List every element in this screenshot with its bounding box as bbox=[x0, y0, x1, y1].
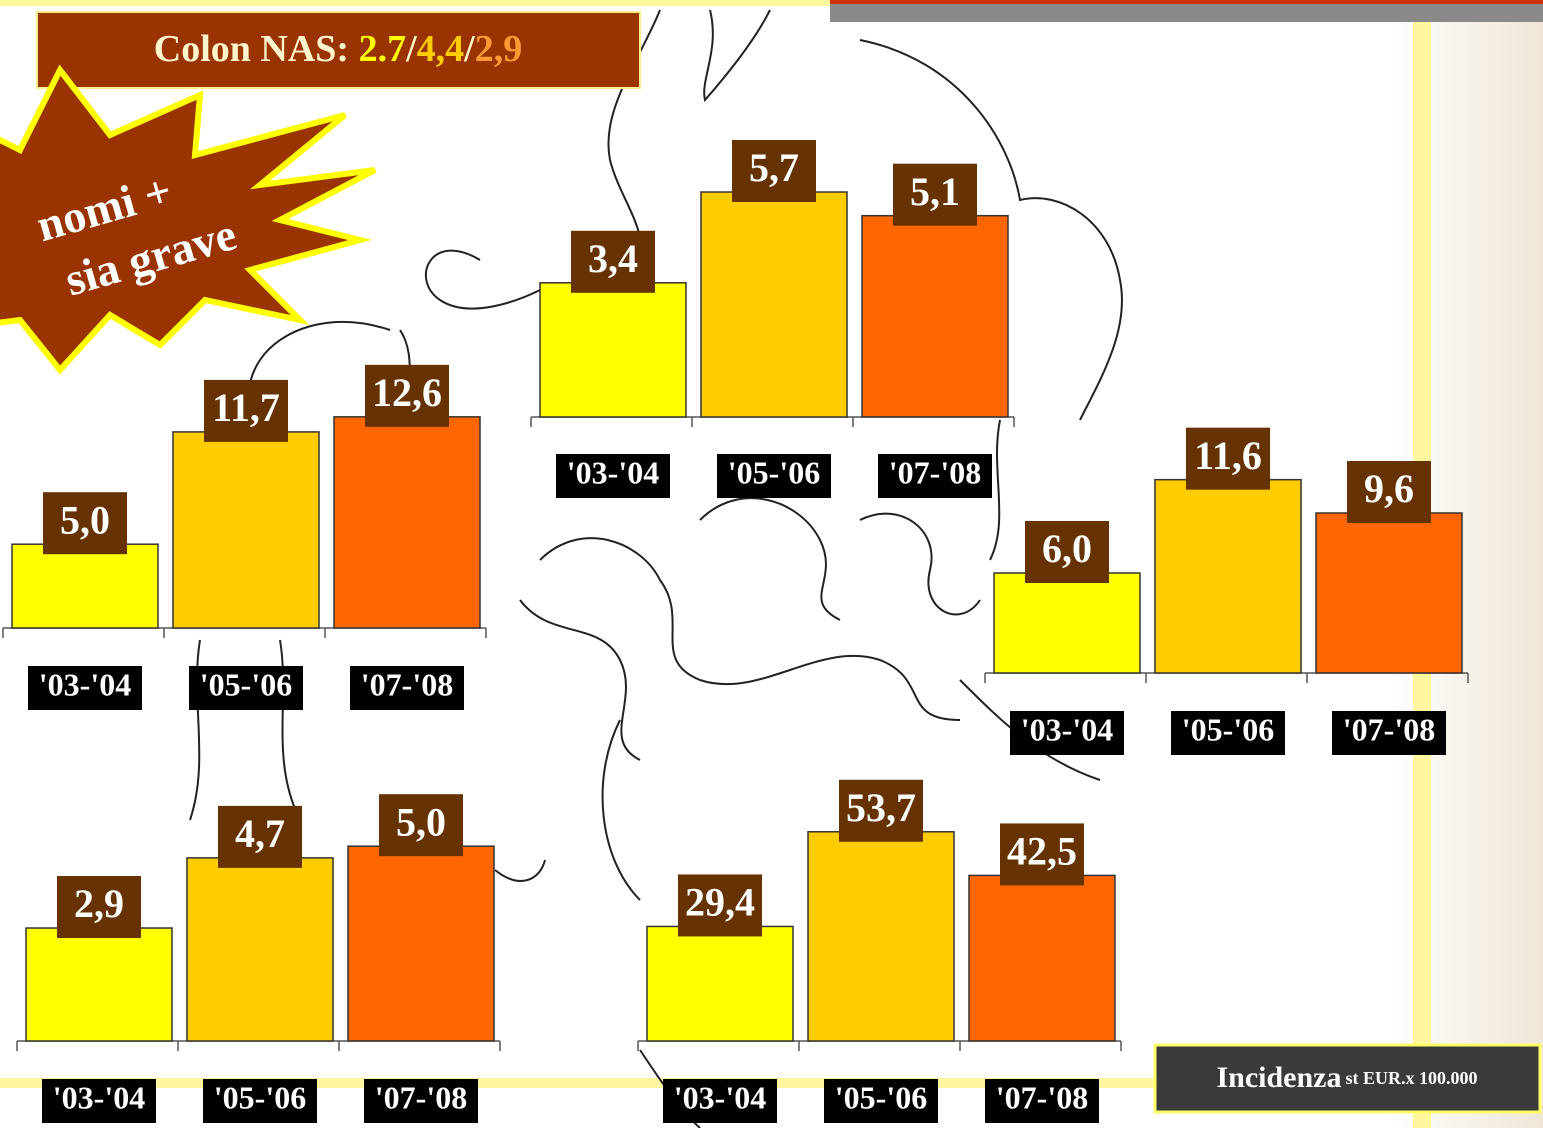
category-label: '03-'04 bbox=[53, 1079, 145, 1115]
category-label: '05-'06 bbox=[728, 454, 820, 490]
footer: Incidenza st EUR.x 100.000 bbox=[1155, 1045, 1540, 1112]
bar bbox=[26, 928, 172, 1041]
value-label: 5,1 bbox=[910, 169, 960, 214]
value-label: 5,0 bbox=[60, 497, 110, 542]
header: Colon NAS: 2.7/4,4/2,9 bbox=[37, 12, 640, 88]
bar bbox=[994, 573, 1140, 673]
header-part: 2.7 bbox=[359, 28, 407, 70]
category-label: '05-'06 bbox=[214, 1079, 306, 1115]
header-label: Colon NAS: bbox=[154, 28, 349, 70]
bar bbox=[540, 283, 686, 417]
category-label: '03-'04 bbox=[567, 454, 659, 490]
value-label: 5,0 bbox=[396, 799, 446, 844]
category-label: '05-'06 bbox=[1182, 711, 1274, 747]
value-label: 4,7 bbox=[235, 811, 285, 856]
bar bbox=[173, 432, 319, 628]
bar bbox=[1155, 480, 1301, 673]
bar bbox=[348, 846, 494, 1041]
value-label: 29,4 bbox=[685, 880, 755, 925]
category-label: '07-'08 bbox=[889, 454, 981, 490]
value-label: 11,7 bbox=[212, 385, 280, 430]
value-label: 12,6 bbox=[372, 370, 442, 415]
value-label: 2,9 bbox=[74, 881, 124, 926]
category-label: '05-'06 bbox=[835, 1079, 927, 1115]
footer-label: Incidenza bbox=[1216, 1061, 1341, 1094]
value-label: 3,4 bbox=[588, 236, 638, 281]
value-label: 6,0 bbox=[1042, 526, 1092, 571]
bar bbox=[862, 216, 1008, 417]
bar bbox=[187, 858, 333, 1041]
footer-unit: st EUR.x 100.000 bbox=[1346, 1068, 1478, 1088]
value-label: 11,6 bbox=[1194, 433, 1262, 478]
value-label: 9,6 bbox=[1364, 466, 1414, 511]
value-label: 53,7 bbox=[846, 785, 916, 830]
bar bbox=[12, 544, 158, 628]
category-label: '07-'08 bbox=[361, 666, 453, 702]
page: { "header": {"label": "Colon NAS:", "sep… bbox=[0, 0, 1543, 1128]
header-text: Colon NAS: 2.7/4,4/2,9 bbox=[154, 28, 522, 70]
category-label: '07-'08 bbox=[1343, 711, 1435, 747]
category-label: '03-'04 bbox=[1021, 711, 1113, 747]
category-label: '07-'08 bbox=[375, 1079, 467, 1115]
bar bbox=[701, 192, 847, 417]
bar bbox=[1316, 513, 1462, 673]
slide: Colon NAS: 2.7/4,4/2,9 nomi + sia grave … bbox=[0, 0, 1543, 1128]
category-label: '03-'04 bbox=[674, 1079, 766, 1115]
stripe bbox=[0, 0, 830, 6]
header-part: 2,9 bbox=[475, 28, 523, 70]
header-separator: / bbox=[405, 28, 417, 70]
bar bbox=[647, 926, 793, 1041]
bar bbox=[808, 832, 954, 1041]
top-bar-line bbox=[830, 0, 1543, 4]
category-label: '03-'04 bbox=[39, 666, 131, 702]
category-label: '07-'08 bbox=[996, 1079, 1088, 1115]
value-label: 5,7 bbox=[749, 145, 799, 190]
header-part: 4,4 bbox=[417, 28, 465, 70]
value-label: 42,5 bbox=[1007, 829, 1077, 874]
bar bbox=[969, 875, 1115, 1041]
category-label: '05-'06 bbox=[200, 666, 292, 702]
header-separator: / bbox=[463, 28, 475, 70]
bar bbox=[334, 417, 480, 628]
